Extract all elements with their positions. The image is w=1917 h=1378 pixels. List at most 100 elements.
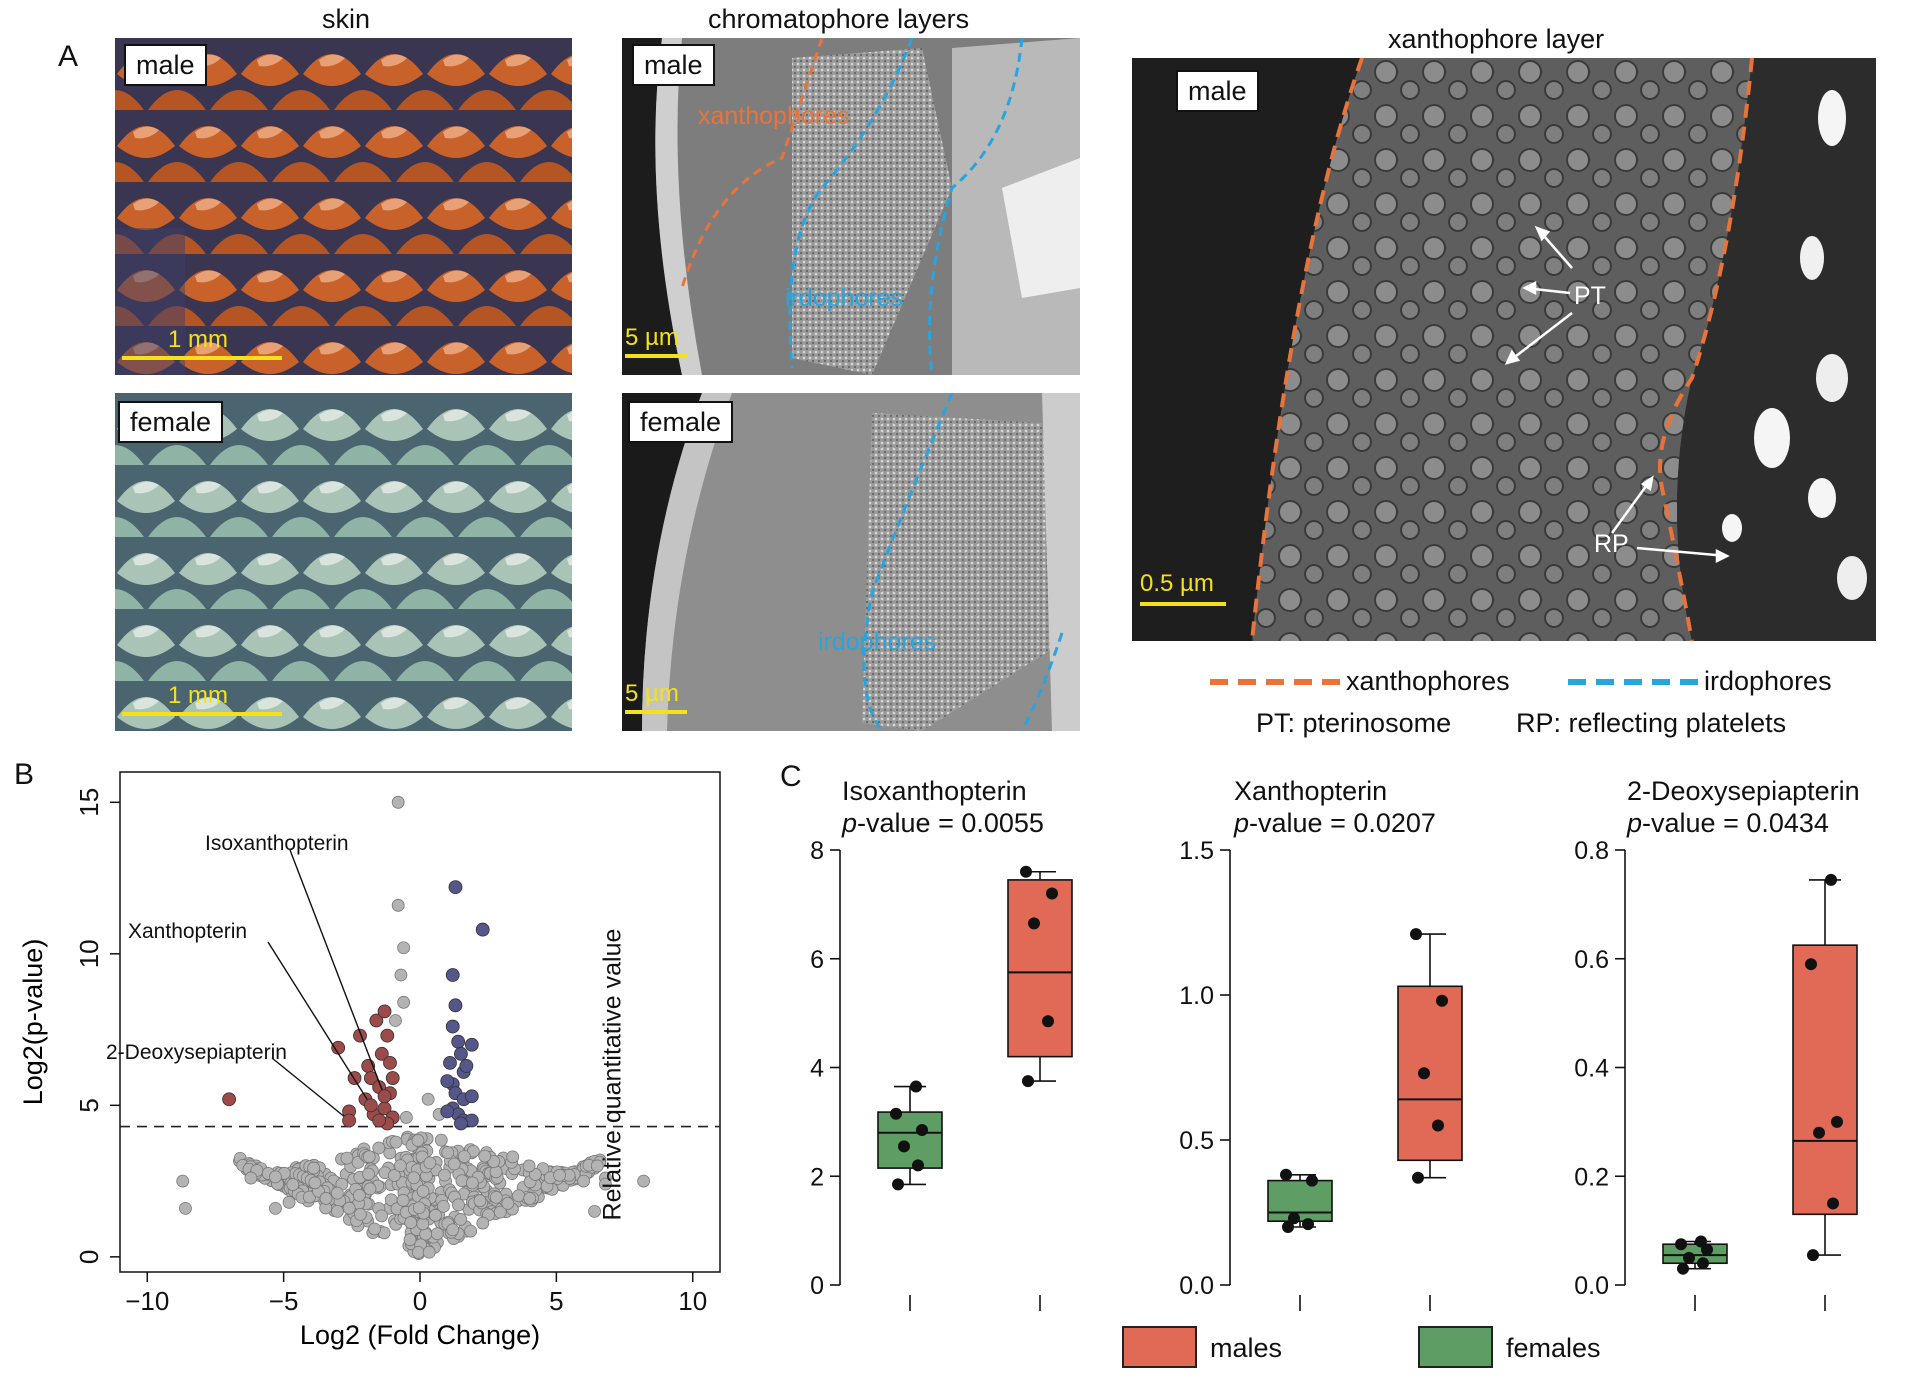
ns-point: [308, 1176, 322, 1190]
up-point: [454, 1116, 468, 1131]
ns-point: [416, 1217, 430, 1231]
xanthophore-column-title: xanthophore layer: [1388, 24, 1605, 54]
ns-point: [269, 1201, 282, 1215]
pt-label: PT: [1574, 282, 1606, 310]
y-tick-label: 4: [810, 1055, 824, 1083]
legend-rp-definition: RP: reflecting platelets: [1516, 708, 1787, 738]
ns-point: [522, 1159, 536, 1173]
annotation-line: [271, 1057, 350, 1122]
ns-point: [452, 1198, 465, 1212]
ns-point: [422, 1245, 436, 1259]
ns-point: [363, 1182, 377, 1196]
males-box: [1007, 879, 1073, 1058]
y-tick-label: 0.5: [1179, 1127, 1214, 1155]
annotated-point: [377, 1089, 392, 1104]
males-point: [1813, 1126, 1825, 1139]
up-point: [440, 1104, 455, 1119]
box-plot-xanthopterin: 0.0 0.5 1.0 1.5: [1179, 837, 1463, 1311]
skin-column-title: skin: [322, 4, 371, 34]
males-point: [1022, 1075, 1034, 1088]
ns-point: [340, 1151, 354, 1165]
females-point: [890, 1107, 902, 1120]
ns-point: [352, 1188, 366, 1202]
ns-point: [434, 1133, 448, 1147]
y-tick-label: 8: [810, 837, 824, 865]
box2-p: p: [1234, 808, 1250, 838]
ns-point: [399, 1111, 413, 1124]
ns-point: [423, 1156, 437, 1170]
down-point: [377, 1004, 392, 1019]
ns-point: [590, 1159, 604, 1173]
panel-b-letter: B: [14, 758, 35, 791]
ns-point: [489, 1190, 503, 1204]
ns-point: [457, 1150, 471, 1163]
female-chromatophore-scalebar: [625, 710, 687, 714]
ns-point: [403, 1233, 417, 1247]
males-point: [1436, 994, 1448, 1007]
annotation-line: [267, 941, 372, 1106]
ns-point: [319, 1192, 333, 1205]
up-point: [448, 998, 463, 1013]
male-skin-label: male: [124, 44, 207, 86]
ns-point: [411, 1245, 425, 1259]
females-point: [1306, 1174, 1318, 1187]
males-box: [1397, 985, 1463, 1162]
ns-point: [478, 1149, 492, 1163]
females-point: [1288, 1212, 1300, 1225]
ns-point: [506, 1150, 520, 1164]
ns-point: [447, 1157, 461, 1171]
ns-point: [476, 1216, 490, 1230]
ns-point: [368, 1222, 382, 1236]
ns-point: [244, 1171, 258, 1185]
y-tick-label: 0: [810, 1272, 824, 1300]
males-point: [1028, 917, 1040, 930]
box-plot-deoxysepiapterin: 0.0 0.2 0.4 0.6 0.8: [1574, 837, 1858, 1311]
males-point: [1805, 958, 1817, 971]
annotated-point: [342, 1113, 356, 1128]
up-point: [448, 880, 463, 895]
xanthophore-scale-text: 0.5 µm: [1140, 570, 1214, 597]
males-point: [1042, 1015, 1054, 1028]
ns-point: [375, 1209, 389, 1223]
males-point: [1046, 887, 1058, 900]
ns-point: [473, 1194, 487, 1208]
down-point: [222, 1092, 236, 1107]
legend-xanthophores: xanthophores: [1346, 666, 1510, 696]
x-tick-label: 0: [413, 1286, 427, 1316]
ns-point: [411, 1134, 425, 1147]
male-skin-scalebar: [122, 356, 282, 360]
y-tick-label: 0.2: [1574, 1163, 1609, 1191]
male-chromatophore-label: male: [632, 44, 715, 86]
ns-point: [391, 795, 405, 809]
ns-point: [389, 1014, 402, 1027]
annotation-line: [289, 849, 386, 1097]
ns-point: [372, 1141, 386, 1155]
ns-point: [330, 1186, 344, 1200]
y-tick-label: 10: [74, 939, 104, 968]
y-axis-label: Log2(p-value): [18, 939, 48, 1106]
ns-point: [331, 1204, 344, 1218]
female-skin-label: female: [118, 401, 224, 443]
ns-point: [465, 1176, 479, 1190]
legend-irdophores: irdophores: [1704, 666, 1832, 696]
irdophores-em-label-female: irdophores: [818, 628, 937, 656]
ns-point: [412, 1201, 426, 1215]
ns-point: [430, 1227, 444, 1241]
volcano-label-deoxysepiapterin: 2-Deoxysepiapterin: [106, 1041, 287, 1064]
up-point: [440, 1074, 455, 1088]
ns-point: [391, 898, 405, 912]
ns-point: [362, 1167, 375, 1181]
female-chromatophore-label: female: [628, 401, 734, 443]
panel-c-letter: C: [780, 760, 802, 793]
up-point: [459, 1059, 474, 1073]
ns-point: [397, 941, 411, 955]
box1-title: Isoxanthopterin: [842, 776, 1027, 806]
females-point: [912, 1159, 924, 1172]
ns-point: [493, 1205, 507, 1219]
y-tick-label: 1.0: [1179, 982, 1214, 1010]
x-axis-label: Log2 (Fold Change): [300, 1320, 540, 1350]
ns-point: [464, 1224, 478, 1238]
y-tick-label: 0.6: [1574, 946, 1609, 974]
male-chromatophore-scale-text: 5 µm: [625, 324, 679, 351]
males-legend-swatch: [1122, 1326, 1197, 1368]
